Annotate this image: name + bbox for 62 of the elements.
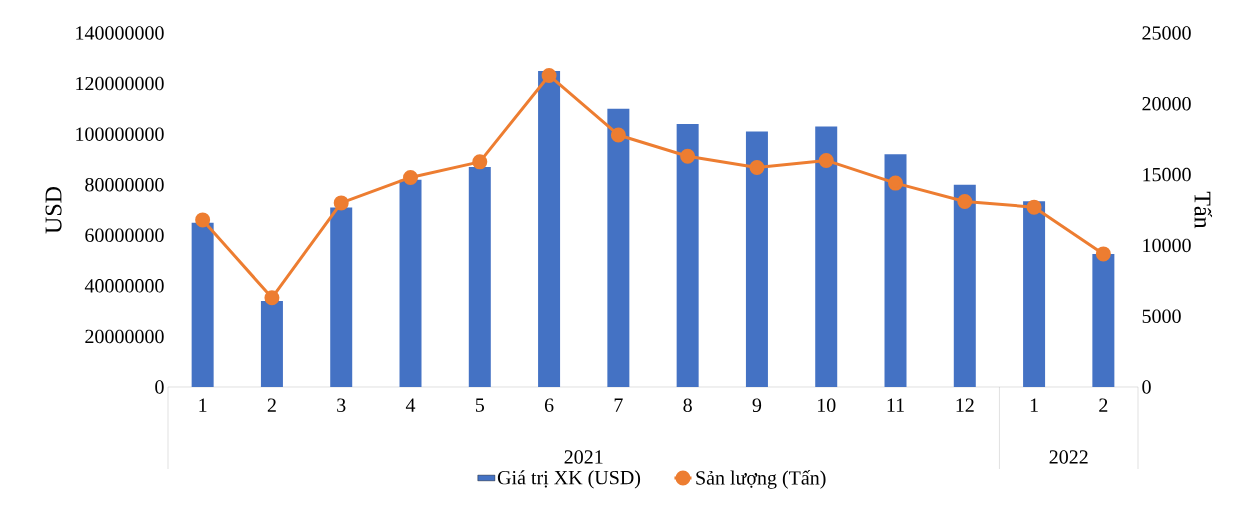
y-tick-label: 40000000 [84,279,164,293]
bar [676,124,699,387]
x-tick-label: 7 [614,398,623,412]
bar [745,131,768,387]
bar [538,70,561,387]
point [818,152,834,168]
x-tick-label: 11 [887,398,904,412]
point [541,67,557,83]
x-tick-label: 2 [267,398,276,412]
y2-axis-title: Tấn [1194,191,1213,229]
bar [953,184,976,387]
x-tick-label: 1 [1030,398,1038,412]
text: 2022 [1049,450,1088,464]
point [610,127,626,143]
bar [468,167,491,387]
x-tick-label: 4 [405,398,416,412]
point [195,212,211,228]
y-axis-title: USD [45,186,62,234]
bar [191,222,214,387]
y-tick-label: 80000000 [85,177,164,192]
y-tick-label: 100000000 [76,127,164,141]
legend-label: Sản lượng (Tấn) [696,470,826,489]
y-tick-label: 120000000 [76,76,164,91]
bar [1092,253,1115,387]
point [749,160,765,176]
y2-tick-label: 0 [1142,380,1151,394]
bar [884,154,907,387]
y-tick-label: 0 [155,380,164,394]
y2-tick-label: 20000 [1142,97,1191,111]
point [888,175,904,191]
y2-tick-label: 5000 [1142,309,1181,323]
point [1095,246,1111,262]
x-tick-label: 12 [956,398,974,412]
y2-tick-label: 25000 [1142,26,1191,40]
bar [260,301,283,387]
bar [399,179,422,387]
y2-tick-label: 15000 [1143,167,1191,182]
x-tick-label: 5 [475,398,485,412]
bar [815,126,838,387]
y2-tick-label: 10000 [1143,238,1191,253]
x-tick-label: 8 [683,398,692,413]
point [333,195,349,211]
point [957,194,973,210]
text: 2021 [564,450,603,464]
point [403,169,419,185]
y-tick-label: 60000000 [85,228,164,243]
point [264,290,280,306]
point [1026,199,1042,215]
x-tick-label: 3 [337,398,346,412]
x-tick-label: 10 [817,398,836,413]
x-tick-label: 6 [544,398,554,412]
point [472,154,488,170]
bar [607,108,630,387]
x-tick-label: 2 [1099,398,1108,412]
bar [1023,201,1046,387]
bar [330,207,353,387]
x-tick-label: 9 [752,398,762,412]
point [680,148,696,164]
x-tick-label: 1 [199,398,207,412]
legend-label: Giá trị XK (USD) [497,470,641,489]
y-tick-label: 20000000 [85,329,164,344]
y-tick-label: 140000000 [76,26,164,40]
